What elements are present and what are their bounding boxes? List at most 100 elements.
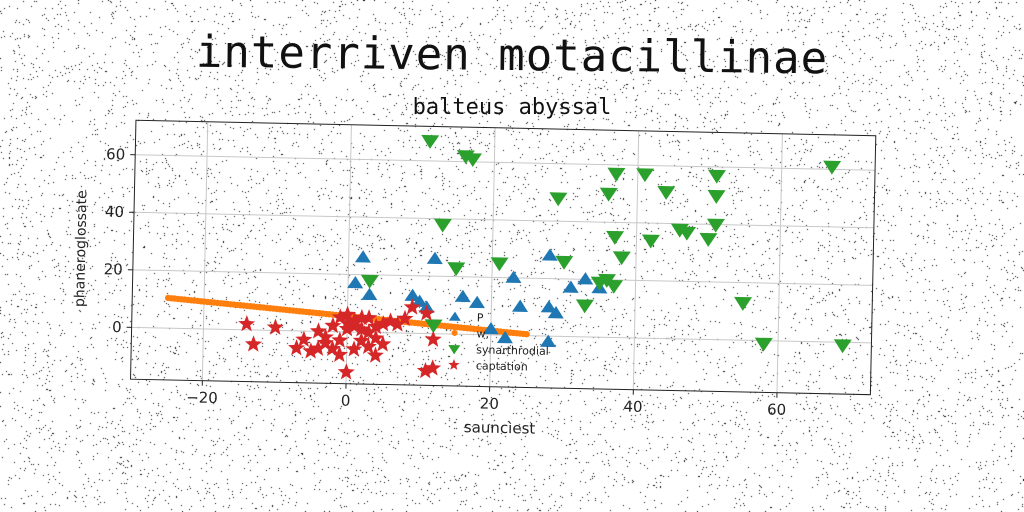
- data-point: [337, 363, 355, 380]
- data-point: [575, 299, 594, 314]
- y-tick-label: 20: [104, 260, 123, 278]
- data-point: [562, 280, 579, 293]
- data-point: [361, 287, 378, 301]
- x-gridline: [489, 127, 496, 387]
- data-point: [468, 295, 485, 309]
- data-point: [657, 185, 676, 200]
- data-point: [324, 316, 342, 334]
- data-point: [424, 359, 442, 376]
- data-point: [323, 339, 341, 357]
- data-point: [309, 339, 327, 356]
- data-point: [606, 230, 625, 245]
- data-point: [366, 346, 384, 363]
- y-tick-label: 0: [112, 318, 122, 336]
- legend-marker: [448, 358, 460, 370]
- data-point: [295, 330, 313, 348]
- data-point: [641, 234, 660, 249]
- x-gridline: [632, 130, 640, 390]
- data-point: [577, 272, 594, 285]
- data-point: [287, 339, 306, 356]
- data-point: [590, 276, 609, 291]
- data-point: [636, 168, 655, 183]
- data-point: [360, 323, 378, 340]
- data-point: [426, 251, 443, 265]
- data-point: [433, 218, 452, 233]
- data-point: [607, 167, 626, 182]
- data-point: [316, 333, 334, 351]
- data-point: [345, 317, 364, 334]
- data-point: [330, 345, 349, 363]
- y-gridline: [135, 154, 876, 171]
- y-axis-label: phanerοglossate: [72, 190, 90, 307]
- data-point: [381, 312, 400, 329]
- x-gridline: [776, 133, 783, 393]
- legend-label: P: [477, 311, 484, 324]
- data-point: [266, 318, 284, 335]
- data-point: [345, 340, 363, 357]
- data-point: [421, 134, 440, 149]
- data-point: [331, 308, 349, 325]
- data-point: [706, 218, 725, 233]
- data-point: [389, 315, 407, 332]
- data-point: [707, 189, 726, 204]
- data-point: [309, 322, 328, 339]
- data-point: [540, 300, 557, 313]
- data-point: [599, 187, 618, 202]
- data-point: [359, 337, 377, 355]
- x-tick-label: 0: [341, 392, 351, 410]
- x-tick-label: −20: [186, 388, 218, 407]
- y-gridline: [134, 211, 874, 229]
- data-point: [411, 294, 428, 307]
- x-tick-label: 60: [767, 401, 786, 419]
- data-point: [338, 305, 357, 323]
- data-point: [823, 160, 842, 175]
- tick-labels: −20 0 20 40 60 0 20 40 60: [104, 145, 787, 419]
- grid: [131, 121, 876, 393]
- legend-label: captation: [476, 359, 528, 373]
- data-point: [456, 150, 475, 165]
- data-point: [238, 315, 256, 332]
- y-gridline: [131, 326, 872, 344]
- data-marks: [164, 134, 852, 380]
- series-3: [238, 298, 442, 380]
- data-point: [754, 337, 773, 352]
- data-point: [338, 320, 356, 337]
- data-point: [403, 298, 421, 315]
- legend-label: synarthrodial: [476, 343, 549, 358]
- data-point: [539, 334, 556, 348]
- y-tick-label: 60: [106, 145, 125, 163]
- data-point: [833, 339, 852, 354]
- data-point: [505, 270, 522, 284]
- data-point: [352, 331, 370, 349]
- legend-marker: [448, 345, 461, 355]
- data-point: [331, 331, 349, 348]
- x-gridline: [201, 121, 209, 381]
- data-point: [418, 304, 436, 321]
- data-point: [678, 226, 697, 241]
- data-point: [367, 329, 385, 346]
- data-point: [612, 251, 631, 266]
- data-point: [734, 296, 753, 311]
- data-point: [352, 320, 371, 337]
- data-point: [404, 288, 421, 302]
- data-point: [447, 262, 466, 277]
- data-point: [454, 289, 471, 303]
- data-point: [353, 308, 371, 326]
- data-point: [541, 248, 558, 261]
- legend-marker: [448, 311, 461, 321]
- data-point: [699, 232, 718, 247]
- data-point: [396, 309, 414, 327]
- data-point: [360, 274, 379, 289]
- data-point: [482, 321, 499, 335]
- data-point: [707, 169, 726, 184]
- data-point: [555, 255, 574, 270]
- y-tick-label: 40: [105, 203, 124, 221]
- data-point: [424, 330, 442, 347]
- axes-frame: [130, 119, 877, 396]
- data-point: [367, 317, 385, 335]
- x-tick-label: 40: [623, 398, 642, 416]
